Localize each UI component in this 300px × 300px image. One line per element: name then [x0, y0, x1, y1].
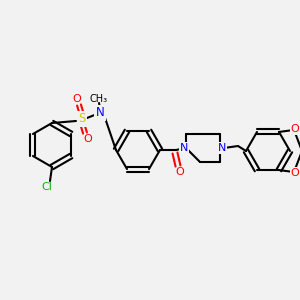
- Text: O: O: [291, 168, 299, 178]
- Text: O: O: [291, 124, 299, 134]
- Text: S: S: [78, 112, 86, 125]
- Text: Cl: Cl: [42, 182, 52, 192]
- Text: O: O: [84, 134, 92, 144]
- Text: N: N: [218, 143, 226, 153]
- Text: CH₃: CH₃: [90, 94, 108, 104]
- Text: O: O: [73, 94, 81, 104]
- Text: N: N: [180, 143, 188, 153]
- Text: N: N: [96, 106, 104, 119]
- Text: O: O: [176, 167, 184, 177]
